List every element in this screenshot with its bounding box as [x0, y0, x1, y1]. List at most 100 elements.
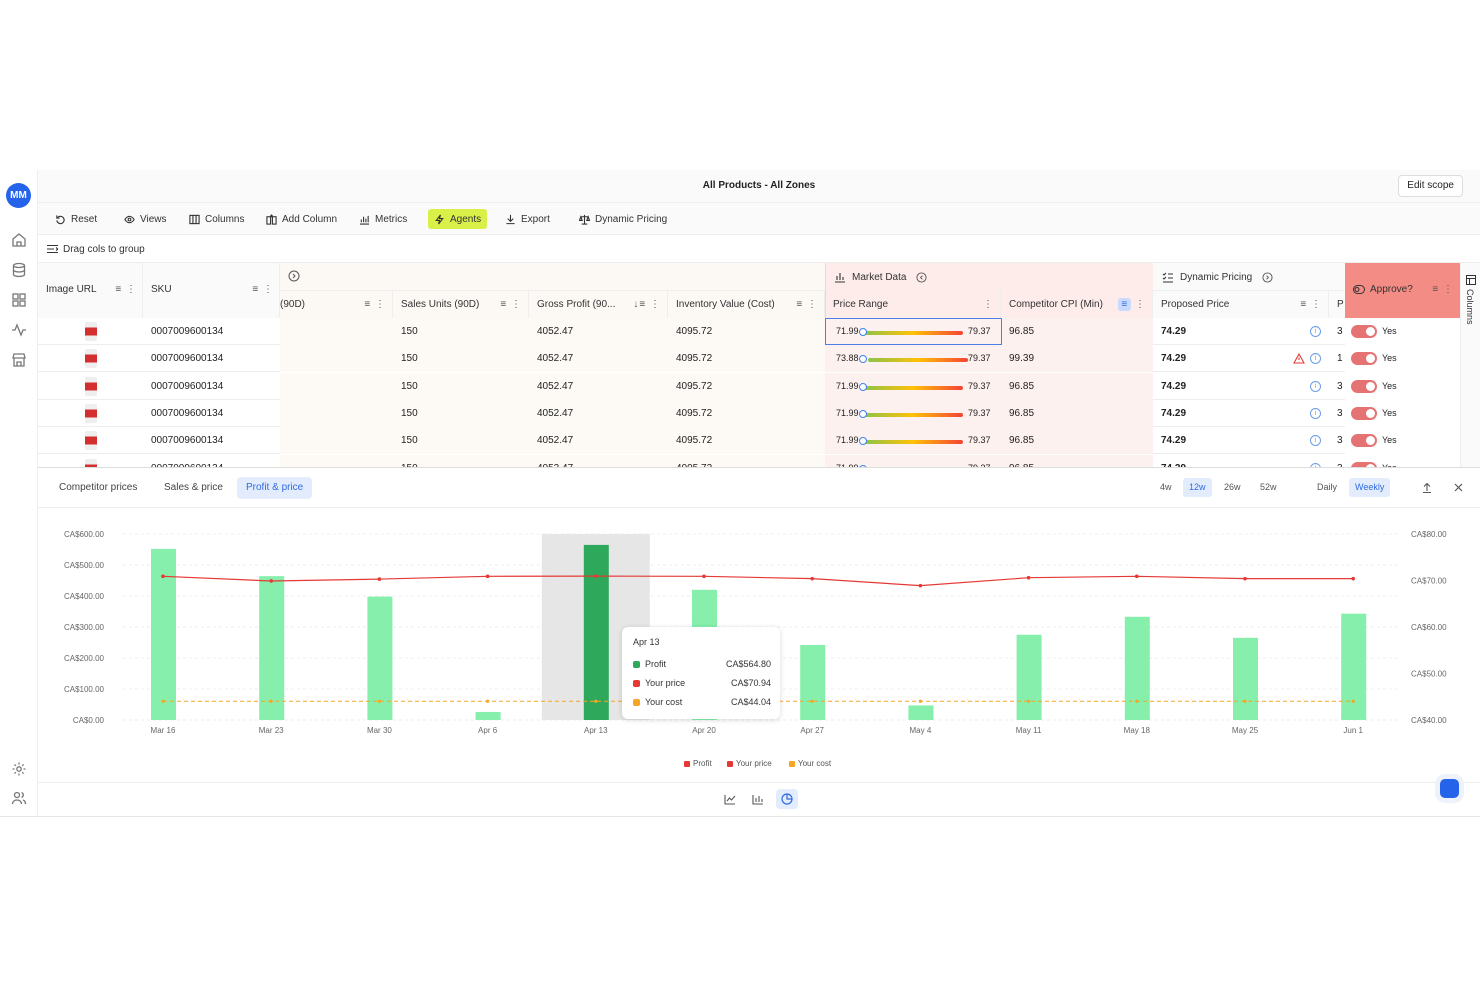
- filter-menu-icon[interactable]: ≡ ⋮: [364, 299, 386, 310]
- col-gross-profit[interactable]: Gross Profit (90... ↓≡ ⋮: [529, 291, 668, 318]
- menu-icon[interactable]: ⋮: [983, 299, 994, 310]
- bar-chart-icon: [835, 272, 845, 283]
- price-range-marker[interactable]: [859, 409, 867, 418]
- upload-icon[interactable]: [1422, 482, 1432, 493]
- legend-profit[interactable]: Profit: [684, 759, 712, 768]
- avatar[interactable]: MM: [6, 183, 31, 208]
- agents-button[interactable]: Agents: [428, 209, 488, 229]
- export-button[interactable]: Export: [499, 209, 556, 229]
- col-proposed-price[interactable]: Proposed Price ≡ ⋮: [1153, 291, 1329, 318]
- line-chart-icon[interactable]: [724, 794, 736, 805]
- columns-side-panel[interactable]: Columns: [1460, 263, 1480, 467]
- approve-toggle[interactable]: [1351, 379, 1377, 393]
- price-range-marker[interactable]: [859, 328, 867, 336]
- users-icon[interactable]: [11, 790, 27, 806]
- add-column-label: Add Column: [282, 213, 338, 225]
- table-row[interactable]: 0007009600134 150 4052.47 4095.72 71.99 79.37…: [38, 454, 1460, 468]
- table-row[interactable]: 0007009600134 150 4052.47 4095.72 73.88 79.37…: [38, 345, 1460, 373]
- bar-chart-icon[interactable]: [752, 794, 764, 805]
- cell-inventory-value: 4095.72: [668, 455, 712, 468]
- approve-toggle[interactable]: [1351, 461, 1377, 467]
- info-icon[interactable]: i: [1310, 326, 1321, 337]
- group-info-icon[interactable]: [288, 270, 300, 298]
- col-inventory-value[interactable]: Inventory Value (Cost) ≡ ⋮: [668, 291, 825, 318]
- tab-profit-price[interactable]: Profit & price: [237, 477, 313, 499]
- info-icon[interactable]: i: [1310, 380, 1321, 392]
- col-approve[interactable]: Approve? ≡ ⋮: [1345, 276, 1460, 303]
- assistant-button[interactable]: [1440, 779, 1459, 798]
- filter-menu-icon[interactable]: ≡ ⋮: [796, 299, 818, 310]
- range-12w[interactable]: 12w: [1183, 478, 1212, 497]
- edit-scope-button[interactable]: Edit scope: [1398, 175, 1463, 197]
- expand-icon[interactable]: [1262, 271, 1273, 283]
- close-icon[interactable]: [1454, 483, 1463, 492]
- tab-competitor-prices[interactable]: Competitor prices: [59, 482, 138, 493]
- columns-button[interactable]: Columns: [183, 209, 250, 229]
- active-filter-icon[interactable]: ≡ ⋮: [1118, 298, 1146, 311]
- table-row[interactable]: 0007009600134 150 4052.47 4095.72 71.99 79.37…: [38, 399, 1460, 427]
- tab-sales-price[interactable]: Sales & price: [164, 482, 223, 493]
- price-range-marker[interactable]: [859, 437, 867, 446]
- col-price-range[interactable]: Price Range ⋮: [825, 291, 1001, 318]
- granularity-daily[interactable]: Daily: [1317, 482, 1338, 492]
- views-button[interactable]: Views: [118, 209, 173, 229]
- home-icon[interactable]: [11, 232, 27, 248]
- group-market-data[interactable]: Market Data: [834, 263, 928, 291]
- row-group-bar[interactable]: Drag cols to group: [38, 235, 1480, 263]
- sort-filter-menu-icon[interactable]: ↓≡ ⋮: [633, 299, 661, 310]
- database-icon[interactable]: [11, 262, 27, 278]
- filter-menu-icon[interactable]: ≡ ⋮: [1300, 299, 1322, 310]
- range-26w[interactable]: 26w: [1224, 482, 1241, 492]
- combo-chart-button[interactable]: [776, 789, 798, 809]
- filter-menu-icon[interactable]: ≡ ⋮: [500, 299, 522, 310]
- table-row[interactable]: 0007009600134 150 4052.47 4095.72 71.99 79.37…: [38, 318, 1460, 345]
- chart-tooltip: Apr 13 Profit CA$564.80 Your price CA$70…: [622, 627, 780, 719]
- col-partial-p[interactable]: P: [1329, 291, 1345, 318]
- col-partial[interactable]: (90D) ≡ ⋮: [280, 291, 393, 318]
- x-tick-label: Apr 6: [478, 726, 498, 735]
- warning-icon[interactable]: [1293, 353, 1305, 364]
- legend-your-cost[interactable]: Your cost: [789, 759, 831, 768]
- selected-cell[interactable]: [825, 318, 1002, 345]
- store-icon[interactable]: [11, 352, 27, 368]
- col-image-url[interactable]: Image URL ≡ ⋮: [38, 276, 143, 303]
- col-competitor-cpi[interactable]: Competitor CPI (Min) ≡ ⋮: [1001, 291, 1153, 318]
- cell-competitor-cpi: 96.85: [1001, 455, 1034, 468]
- price-range-marker[interactable]: [859, 382, 867, 391]
- reset-button[interactable]: Reset: [49, 209, 103, 229]
- activity-icon[interactable]: [11, 322, 27, 338]
- dynamic-pricing-button[interactable]: Dynamic Pricing: [573, 209, 673, 229]
- info-icon[interactable]: i: [1310, 407, 1321, 419]
- group-dynamic-pricing[interactable]: Dynamic Pricing: [1162, 263, 1273, 291]
- info-icon[interactable]: i: [1310, 353, 1321, 365]
- y-left-tick-label: CA$300.00: [64, 623, 105, 632]
- cell-gross-profit: 4052.47: [537, 435, 574, 447]
- x-tick-label: Apr 13: [584, 726, 608, 735]
- info-icon[interactable]: i: [1310, 435, 1321, 447]
- settings-icon[interactable]: [11, 761, 27, 777]
- cell-sales-units: 150: [401, 435, 418, 447]
- table-row[interactable]: 0007009600134 150 4052.47 4095.72 71.99 79.37…: [38, 427, 1460, 455]
- range-4w[interactable]: 4w: [1160, 482, 1172, 492]
- legend-your-price[interactable]: Your price: [727, 759, 772, 768]
- grid-icon[interactable]: [11, 292, 27, 308]
- table-row[interactable]: 0007009600134 150 4052.47 4095.72 71.99 79.37…: [38, 372, 1460, 400]
- approve-toggle[interactable]: [1351, 434, 1377, 448]
- filter-menu-icon[interactable]: ≡ ⋮: [252, 284, 274, 295]
- approve-toggle[interactable]: [1351, 406, 1377, 420]
- granularity-weekly[interactable]: Weekly: [1349, 478, 1391, 497]
- price-range-marker[interactable]: [859, 355, 867, 364]
- point-your-cost: [269, 699, 273, 703]
- collapse-icon[interactable]: [916, 271, 928, 283]
- tooltip-price-row: Your price CA$70.94: [633, 678, 771, 690]
- col-sku[interactable]: SKU ≡ ⋮: [143, 276, 280, 303]
- metrics-button[interactable]: Metrics: [353, 209, 413, 229]
- filter-menu-icon[interactable]: ≡ ⋮: [115, 284, 137, 295]
- point-your-price: [269, 579, 273, 583]
- range-52w[interactable]: 52w: [1260, 482, 1277, 492]
- approve-toggle[interactable]: [1351, 325, 1377, 338]
- add-column-button[interactable]: Add Column: [260, 209, 343, 229]
- approve-toggle[interactable]: [1351, 352, 1377, 366]
- filter-menu-icon[interactable]: ≡ ⋮: [1432, 284, 1454, 295]
- col-sales-units[interactable]: Sales Units (90D) ≡ ⋮: [393, 291, 529, 318]
